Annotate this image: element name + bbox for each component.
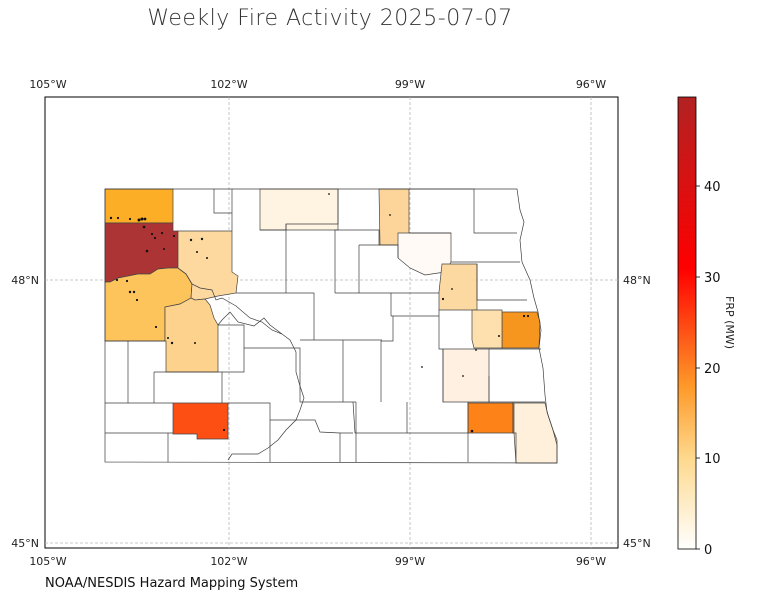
- colorbar-tick-0: 0: [704, 543, 712, 558]
- county-fills: [104, 188, 558, 464]
- lat-tick-48n-left: 48°N: [11, 274, 39, 287]
- lon-tick-105w-top: 105°W: [29, 78, 66, 91]
- colorbar-tick-30: 30: [704, 271, 721, 286]
- county-boundaries: [104, 188, 558, 464]
- county-barnes: [442, 348, 490, 403]
- colorbar: [677, 96, 697, 550]
- colorbar-tick-40: 40: [704, 180, 721, 195]
- county-dunn: [164, 297, 219, 373]
- lat-tick-48n-right: 48°N: [623, 274, 651, 287]
- lat-tick-45n-right: 45°N: [623, 537, 651, 550]
- page-title: Weekly Fire Activity 2025-07-07: [147, 6, 513, 31]
- county-hettinger: [172, 402, 229, 440]
- county-nelson: [438, 263, 478, 311]
- county-ramsey: [397, 232, 452, 276]
- county-richland: [513, 402, 558, 464]
- lon-tick-102w-bottom: 102°W: [210, 555, 247, 568]
- lon-tick-96w-bottom: 96°W: [576, 555, 606, 568]
- lon-tick-labels-bottom: 105°W 102°W 99°W 96°W: [29, 555, 606, 568]
- colorbar-tick-20: 20: [704, 362, 721, 377]
- county-sargent: [467, 402, 514, 434]
- lon-tick-99w-bottom: 99°W: [395, 555, 425, 568]
- colorbar-ticks: [696, 185, 700, 550]
- lat-tick-labels: 48°N 45°N 48°N 45°N: [11, 274, 650, 550]
- colorbar-tick-labels: 0 10 20 30 40: [704, 180, 721, 558]
- lon-tick-labels-top: 105°W 102°W 99°W 96°W: [29, 78, 606, 91]
- lon-tick-102w-top: 102°W: [210, 78, 247, 91]
- county-grand-forks: [501, 311, 541, 349]
- fire-detections: [109, 193, 530, 433]
- lat-tick-45n-left: 45°N: [11, 537, 39, 550]
- county-traill: [471, 309, 503, 349]
- lon-tick-96w-top: 96°W: [576, 78, 606, 91]
- lon-tick-99w-top: 99°W: [395, 78, 425, 91]
- colorbar-label: FRP (MW): [723, 296, 736, 350]
- colorbar-tick-10: 10: [704, 452, 721, 467]
- lon-tick-105w-bottom: 105°W: [29, 555, 66, 568]
- county-divide: [104, 188, 174, 224]
- gridlines: [45, 97, 618, 548]
- source-credit: NOAA/NESDIS Hazard Mapping System: [45, 576, 299, 591]
